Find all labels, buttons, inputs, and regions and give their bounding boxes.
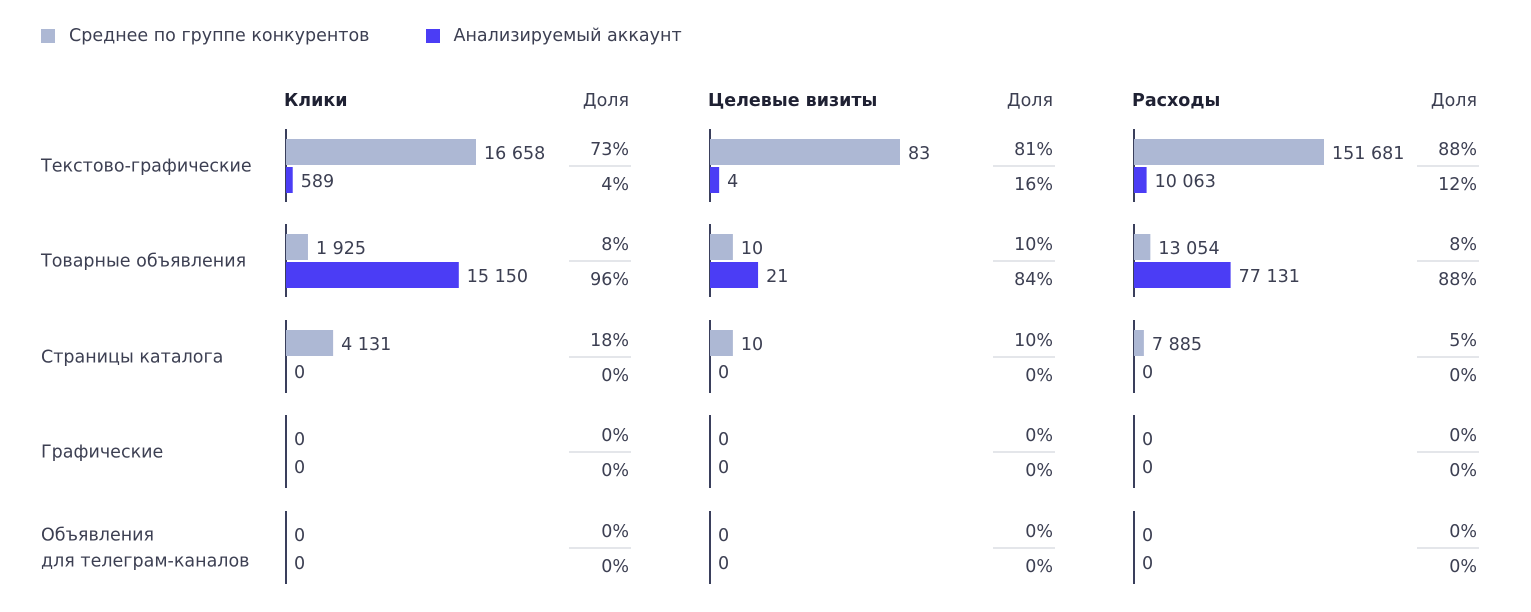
- value-label-competitors: 0: [294, 526, 305, 546]
- bar-account: [1134, 262, 1231, 288]
- value-label-account: 0: [294, 458, 305, 478]
- share-competitors: 8%: [1449, 235, 1477, 255]
- panel-title: Клики: [284, 91, 348, 111]
- share-header: Доля: [1007, 91, 1053, 111]
- share-account: 0%: [601, 557, 629, 577]
- share-account: 88%: [1438, 270, 1477, 290]
- legend-label-competitors: Среднее по группе конкурентов: [69, 26, 370, 46]
- value-label-account: 15 150: [467, 267, 528, 287]
- category-label: Страницы каталога: [41, 348, 223, 368]
- share-account: 0%: [1449, 461, 1477, 481]
- share-competitors: 0%: [1449, 522, 1477, 542]
- share-competitors: 10%: [1014, 235, 1053, 255]
- bar-competitors: [1134, 139, 1324, 165]
- share-competitors: 0%: [601, 522, 629, 542]
- value-label-account: 589: [301, 172, 334, 192]
- panel-title: Расходы: [1132, 91, 1220, 111]
- panel-title: Целевые визиты: [708, 91, 877, 111]
- value-label-competitors: 0: [1142, 430, 1153, 450]
- value-label-account: 10 063: [1155, 172, 1216, 192]
- share-competitors: 10%: [1014, 331, 1053, 351]
- share-account: 0%: [1025, 557, 1053, 577]
- value-label-competitors: 10: [741, 335, 763, 355]
- share-account: 84%: [1014, 270, 1053, 290]
- bar-account: [710, 167, 720, 193]
- value-label-competitors: 83: [908, 144, 930, 164]
- bar-account: [286, 262, 459, 288]
- share-account: 0%: [601, 461, 629, 481]
- share-header: Доля: [1431, 91, 1477, 111]
- bar-competitors: [710, 234, 733, 260]
- value-label-account: 0: [1142, 458, 1153, 478]
- share-competitors: 8%: [601, 235, 629, 255]
- value-label-competitors: 0: [1142, 526, 1153, 546]
- share-competitors: 0%: [1025, 426, 1053, 446]
- category-label: Текстово-графические: [40, 157, 252, 177]
- legend-label-account: Анализируемый аккаунт: [453, 26, 682, 46]
- bar-account: [286, 167, 293, 193]
- value-label-account: 0: [294, 363, 305, 383]
- bar-competitors: [286, 139, 476, 165]
- value-label-competitors: 13 054: [1158, 239, 1219, 259]
- legend-swatch-account: [425, 29, 440, 43]
- share-competitors: 0%: [601, 426, 629, 446]
- share-competitors: 88%: [1438, 140, 1477, 160]
- legend-swatch-competitors: [41, 29, 55, 43]
- value-label-competitors: 4 131: [341, 335, 391, 355]
- bar-account: [1134, 167, 1147, 193]
- share-account: 12%: [1438, 175, 1477, 195]
- value-label-account: 0: [1142, 554, 1153, 574]
- share-competitors: 81%: [1014, 140, 1053, 160]
- value-label-competitors: 10: [741, 239, 763, 259]
- value-label-account: 4: [727, 172, 738, 192]
- share-account: 4%: [601, 175, 629, 195]
- value-label-account: 0: [1142, 363, 1153, 383]
- share-header: Доля: [583, 91, 629, 111]
- bar-competitors: [710, 330, 733, 356]
- value-label-competitors: 7 885: [1152, 335, 1202, 355]
- value-label-account: 0: [718, 458, 729, 478]
- bar-competitors: [286, 234, 308, 260]
- legend-item-account[interactable]: Анализируемый аккаунт: [425, 26, 682, 46]
- share-account: 0%: [1449, 557, 1477, 577]
- share-competitors: 73%: [590, 140, 629, 160]
- share-account: 0%: [601, 366, 629, 386]
- value-label-competitors: 151 681: [1332, 144, 1404, 164]
- legend-item-competitors[interactable]: Среднее по группе конкурентов: [41, 26, 370, 46]
- category-label: для телеграм-каналов: [41, 552, 250, 572]
- bar-account: [710, 262, 759, 288]
- chart-legend: Среднее по группе конкурентов Анализируе…: [41, 26, 738, 46]
- value-label-account: 0: [718, 554, 729, 574]
- share-account: 0%: [1449, 366, 1477, 386]
- value-label-competitors: 0: [718, 430, 729, 450]
- value-label-competitors: 0: [718, 526, 729, 546]
- share-competitors: 0%: [1025, 522, 1053, 542]
- share-account: 0%: [1025, 461, 1053, 481]
- bar-competitors: [1134, 330, 1144, 356]
- value-label-account: 0: [718, 363, 729, 383]
- value-label-account: 77 131: [1239, 267, 1300, 287]
- category-label: Графические: [41, 443, 163, 463]
- value-label-competitors: 16 658: [484, 144, 545, 164]
- category-label: Товарные объявления: [40, 252, 246, 272]
- share-competitors: 5%: [1449, 331, 1477, 351]
- category-label: Объявления: [41, 526, 154, 546]
- share-account: 16%: [1014, 175, 1053, 195]
- share-competitors: 0%: [1449, 426, 1477, 446]
- bar-competitors: [1134, 234, 1151, 260]
- share-account: 0%: [1025, 366, 1053, 386]
- value-label-account: 0: [294, 554, 305, 574]
- share-account: 96%: [590, 270, 629, 290]
- bar-competitors: [710, 139, 900, 165]
- value-label-account: 21: [766, 267, 788, 287]
- bar-competitors: [286, 330, 334, 356]
- value-label-competitors: 0: [294, 430, 305, 450]
- value-label-competitors: 1 925: [316, 239, 366, 259]
- share-competitors: 18%: [590, 331, 629, 351]
